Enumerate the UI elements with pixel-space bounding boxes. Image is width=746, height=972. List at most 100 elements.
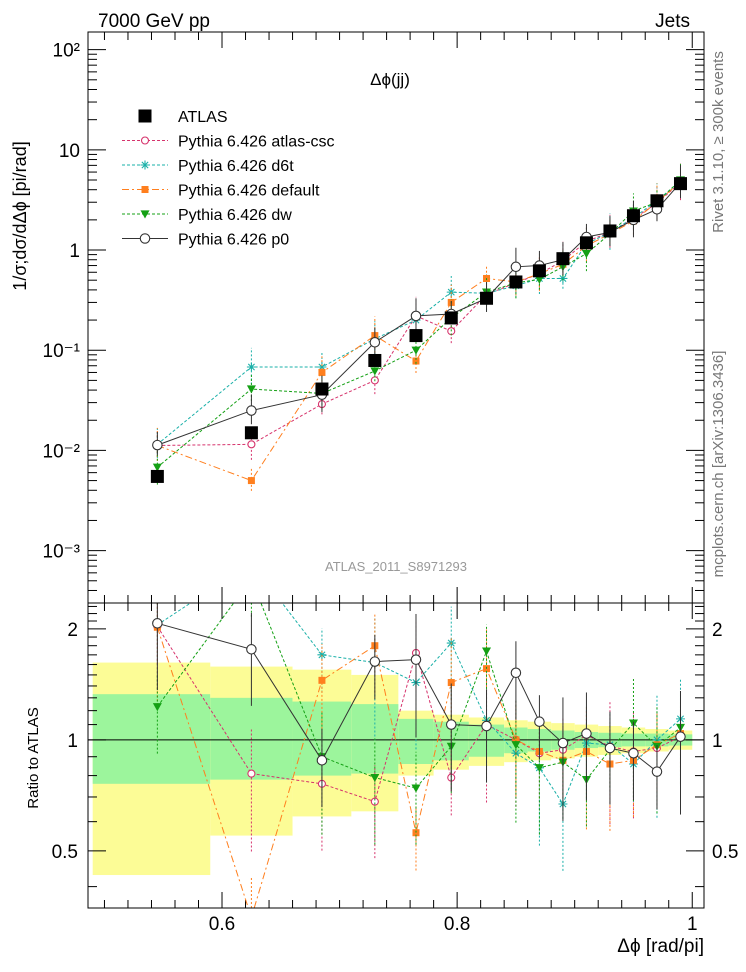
legend-marker-p0 [139, 233, 151, 244]
point-dw [534, 275, 544, 284]
main-ytick-label: 10² [53, 41, 80, 62]
point-atlas [532, 264, 546, 278]
series-atlas [150, 177, 687, 483]
x-tick-label: 0.6 [209, 914, 235, 935]
ratio-point-p0 [604, 742, 616, 754]
main-title: Δϕ(jj) [370, 70, 410, 89]
legend-entry-atlas_csc: Pythia 6.426 atlas-csc [122, 134, 335, 151]
legend-marker-default [141, 186, 149, 193]
point-dw [370, 367, 380, 376]
point-d6t [317, 362, 327, 372]
legend: ATLAS Pythia 6.426 atlas-csc Pythia 6.426 … [122, 109, 335, 249]
main-ytick-label: 10⁻³ [43, 542, 81, 563]
ratio-bands [92, 662, 693, 876]
ratio-series-group [152, 603, 686, 908]
ratio-point-p0 [534, 716, 545, 727]
point-atlas [626, 209, 640, 223]
ratio-point-p0 [445, 719, 457, 730]
legend-entry-d6t: Pythia 6.426 d6t [122, 158, 294, 175]
legend-label-atlas: ATLAS [178, 109, 228, 126]
legend-entry-atlas: ATLAS [138, 109, 228, 126]
x-tick-label: 0.8 [444, 914, 470, 935]
point-atlas [315, 382, 329, 396]
legend-marker-d6t [140, 160, 150, 170]
legend-entry-default: Pythia 6.426 default [122, 183, 320, 200]
legend-label-default: Pythia 6.426 default [178, 183, 320, 200]
ratio-panel: 0.5 0.5 1 1 2 2 0.6 0.8 1 [52, 603, 738, 935]
main-ytick-label: 10⁻¹ [43, 341, 81, 362]
point-atlas_csc [247, 440, 256, 449]
ratio-point-p0 [628, 747, 639, 759]
analysis-watermark: ATLAS_2011_S8971293 [325, 559, 467, 574]
legend-label-dw: Pythia 6.426 dw [178, 207, 292, 224]
ratio-ytick-label-right: 1 [712, 731, 723, 752]
legend-entry-p0: Pythia 6.426 p0 [122, 232, 289, 249]
main-ytick-label: 10⁻² [43, 441, 81, 462]
legend-marker-atlas [138, 109, 152, 123]
point-atlas [244, 426, 258, 440]
x-tick-label: 1 [687, 914, 698, 935]
point-p0 [246, 405, 257, 416]
ratio-ytick-label: 0.5 [52, 842, 78, 863]
ratio-series-p0 [152, 603, 686, 821]
ratio-y-axis-label: Ratio to ATLAS [25, 707, 42, 808]
point-atlas [673, 177, 687, 191]
point-p0 [152, 439, 163, 451]
legend-marker-atlas_csc [140, 136, 150, 145]
ratio-point-p0 [675, 731, 686, 742]
main-series-group [150, 163, 687, 491]
ratio-point-p0 [581, 728, 592, 739]
point-atlas [650, 194, 664, 208]
point-default [412, 357, 420, 365]
main-panel: 10⁻³ 10⁻² 10⁻¹ 1 10 10² [43, 32, 704, 604]
point-p0 [510, 261, 522, 273]
ratio-point-p0 [557, 737, 569, 749]
ratio-point-dw [534, 764, 544, 773]
point-atlas [556, 252, 570, 266]
header-left: 7000 GeV pp [98, 11, 210, 32]
ratio-ytick-label: 2 [67, 620, 78, 641]
point-atlas [480, 291, 494, 305]
main-ytick-label: 1 [69, 241, 80, 262]
ratio-line-d6t [157, 603, 681, 806]
main-ytick-label: 10 [59, 141, 80, 162]
point-atlas [150, 469, 164, 483]
point-atlas [603, 224, 617, 238]
series-line-d6t [157, 180, 681, 445]
ratio-point-default [447, 679, 455, 687]
point-atlas [579, 236, 593, 250]
y-axis-label: 1/σ;dσ/dΔϕ [pi/rad] [10, 141, 30, 290]
ratio-point-dw [370, 774, 380, 783]
ratio-point-p0 [369, 656, 381, 667]
ratio-point-dw [482, 647, 492, 656]
point-atlas [368, 353, 382, 367]
ratio-point-p0 [246, 644, 257, 655]
point-dw [152, 463, 162, 472]
ratio-point-atlas_csc [247, 769, 256, 778]
ratio-point-default [318, 676, 326, 684]
ratio-point-p0 [481, 720, 492, 732]
point-default [318, 368, 326, 376]
ratio-point-dw [152, 703, 162, 712]
ratio-point-p0 [152, 618, 163, 629]
legend-label-p0: Pythia 6.426 p0 [178, 232, 289, 249]
point-d6t [246, 362, 256, 372]
ratio-point-p0 [651, 766, 663, 777]
ratio-point-dw [511, 741, 521, 750]
header-right: Jets [655, 11, 690, 32]
point-default [247, 477, 255, 485]
point-atlas [409, 329, 423, 343]
rivet-label: Rivet 3.1.10, ≥ 300k events [710, 51, 727, 233]
x-axis-label: Δϕ [rad/pi] [617, 936, 704, 957]
ratio-point-p0 [510, 667, 522, 679]
point-dw [411, 346, 421, 355]
band-green-bin [92, 694, 211, 784]
ratio-point-atlas_csc [370, 797, 379, 806]
legend-entry-dw: Pythia 6.426 dw [122, 207, 292, 224]
ratio-point-dw [411, 784, 421, 793]
legend-marker-dw [140, 210, 150, 219]
ratio-point-p0 [316, 755, 328, 766]
point-p0 [410, 310, 422, 322]
legend-label-d6t: Pythia 6.426 d6t [178, 158, 294, 175]
